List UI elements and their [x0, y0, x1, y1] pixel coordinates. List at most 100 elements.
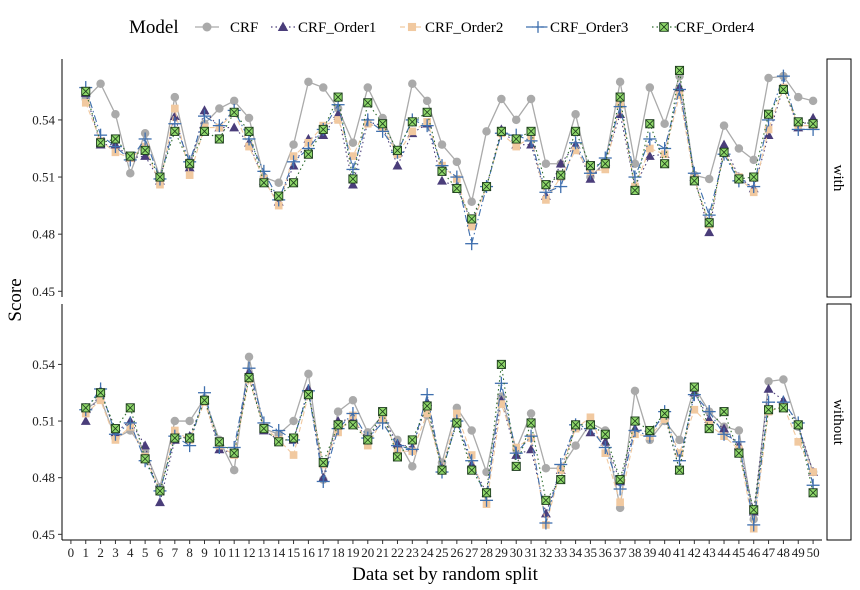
data-point	[658, 141, 672, 155]
data-point	[734, 144, 744, 153]
data-point	[170, 416, 180, 426]
data-point	[571, 420, 581, 430]
data-point	[660, 415, 669, 423]
data-point	[408, 79, 417, 89]
data-point	[437, 465, 447, 475]
data-point	[81, 86, 91, 96]
data-point	[348, 179, 358, 189]
marker-shape	[304, 77, 313, 87]
marker-shape	[200, 126, 209, 136]
data-point	[571, 109, 580, 119]
y-tick-label: 0.48	[32, 470, 55, 485]
marker-shape	[170, 416, 180, 426]
x-tick-label: 11	[228, 545, 241, 560]
x-tick-label: 36	[599, 545, 613, 560]
marker-shape	[542, 196, 550, 204]
data-point	[140, 440, 151, 450]
y-tick-label: 0.45	[32, 527, 55, 542]
marker-shape	[392, 160, 403, 170]
data-point	[763, 383, 774, 393]
data-point	[600, 429, 610, 439]
marker-shape	[304, 390, 313, 399]
data-point	[214, 437, 224, 447]
data-point	[303, 149, 313, 159]
x-tick-label: 28	[480, 545, 493, 560]
x-tick-label: 44	[718, 545, 732, 560]
marker-shape	[511, 462, 521, 471]
marker-shape	[437, 175, 447, 185]
data-point	[571, 126, 581, 136]
x-tick-label: 5	[142, 545, 149, 560]
marker-shape	[511, 115, 521, 125]
data-point	[96, 138, 106, 148]
data-point	[229, 122, 240, 132]
x-tick-label: 24	[421, 545, 435, 560]
marker-shape	[289, 178, 298, 188]
data-point	[497, 400, 506, 408]
data-point	[704, 414, 715, 423]
data-point	[170, 126, 180, 136]
marker-shape	[453, 409, 461, 418]
legend-key-marker	[277, 21, 289, 32]
marker-shape	[764, 405, 773, 415]
marker-shape	[348, 420, 358, 430]
data-point	[793, 420, 803, 430]
marker-shape	[600, 429, 610, 439]
data-point	[245, 142, 253, 151]
marker-shape	[304, 149, 313, 159]
y-tick-label: 0.54	[32, 112, 55, 127]
data-point	[719, 147, 729, 157]
legend-item-crf-order1: CRF_Order1	[271, 20, 376, 36]
data-point	[422, 96, 432, 106]
data-point	[630, 416, 640, 426]
marker-shape	[719, 121, 729, 130]
x-tick-label: 40	[658, 545, 671, 560]
series-line	[85, 356, 814, 520]
x-tick-label: 7	[172, 545, 179, 560]
data-point	[675, 435, 684, 445]
marker-shape	[81, 98, 90, 107]
marker-shape	[215, 104, 224, 113]
marker-shape	[541, 495, 551, 505]
data-point	[452, 418, 462, 428]
data-point	[749, 505, 759, 515]
panels: 0.45 0.48 0.51 0.54 with 0.45 0.48 0.51 0.54 with…	[32, 58, 852, 542]
marker-shape	[526, 126, 536, 136]
marker-shape	[185, 171, 194, 179]
marker-shape	[111, 134, 120, 144]
marker-shape	[229, 107, 239, 117]
x-tick-label: 18	[332, 545, 345, 560]
marker-shape	[125, 151, 135, 161]
x-tick-label: 35	[584, 545, 597, 560]
data-point	[318, 124, 328, 134]
data-point	[450, 170, 464, 184]
data-point	[808, 96, 818, 106]
data-point	[304, 369, 313, 379]
marker-shape	[245, 142, 253, 151]
marker-shape	[170, 126, 180, 136]
marker-shape	[645, 144, 654, 153]
marker-shape	[333, 420, 343, 430]
marker-shape	[274, 178, 283, 188]
marker-shape	[630, 386, 640, 396]
marker-shape	[349, 152, 357, 160]
data-point	[392, 160, 403, 170]
data-point	[794, 92, 803, 102]
data-point	[734, 448, 744, 458]
marker-shape	[600, 159, 610, 169]
marker-shape	[170, 104, 179, 113]
legend-title: Model	[129, 17, 179, 38]
data-point	[585, 420, 595, 430]
marker-shape	[467, 214, 477, 224]
data-point	[689, 382, 699, 392]
data-point	[467, 426, 476, 435]
marker-shape	[289, 140, 298, 149]
marker-shape	[541, 464, 551, 473]
marker-shape	[571, 146, 580, 155]
data-point	[673, 454, 686, 468]
marker-shape	[244, 352, 254, 362]
marker-shape	[348, 174, 358, 184]
data-point	[348, 420, 358, 430]
marker-shape	[437, 465, 447, 475]
marker-shape	[170, 92, 180, 102]
